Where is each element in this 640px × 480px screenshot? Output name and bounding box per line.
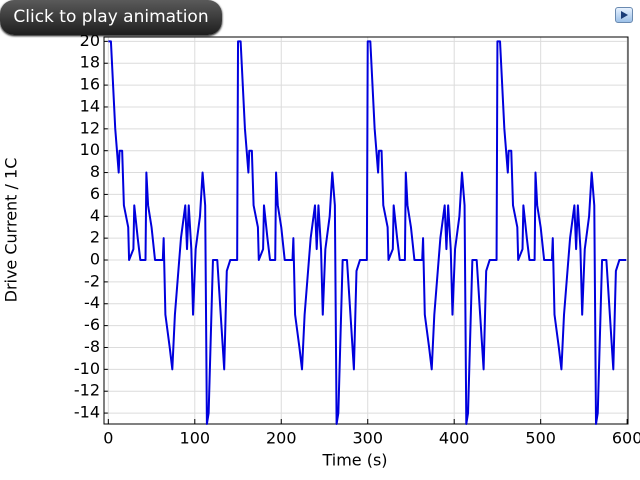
y-tick-label: -2 bbox=[84, 271, 100, 290]
y-tick-label: -8 bbox=[84, 337, 100, 356]
x-tick-label: 400 bbox=[439, 429, 470, 448]
data-line bbox=[108, 40, 627, 425]
y-tick-label: -6 bbox=[84, 315, 100, 334]
y-tick-label: 8 bbox=[90, 162, 100, 181]
x-tick-label: 300 bbox=[352, 429, 383, 448]
x-tick-label: 200 bbox=[266, 429, 297, 448]
y-tick-label: 20 bbox=[80, 31, 100, 50]
x-tick-label: 0 bbox=[103, 429, 113, 448]
y-tick-label: 4 bbox=[90, 206, 100, 225]
y-tick-label: 16 bbox=[80, 75, 100, 94]
y-tick-label: 6 bbox=[90, 184, 100, 203]
plot-frame bbox=[103, 36, 629, 425]
y-tick-label: 12 bbox=[80, 118, 100, 137]
x-axis-label: Time (s) bbox=[321, 451, 387, 470]
y-tick-label: 2 bbox=[90, 228, 100, 247]
y-tick-label: -14 bbox=[74, 403, 100, 422]
y-tick-label: 14 bbox=[80, 96, 100, 115]
export-icon[interactable] bbox=[615, 7, 633, 23]
play-animation-button[interactable]: Click to play animation bbox=[0, 0, 222, 35]
y-tick-label: -4 bbox=[84, 293, 100, 312]
y-axis-label: Drive Current / 1C bbox=[2, 158, 21, 303]
x-tick-label: 500 bbox=[525, 429, 556, 448]
x-tick-label: 600 bbox=[612, 429, 640, 448]
y-tick-label: 18 bbox=[80, 53, 100, 72]
y-tick-label: -10 bbox=[74, 359, 100, 378]
y-tick-label: -12 bbox=[74, 381, 100, 400]
x-tick-label: 100 bbox=[180, 429, 211, 448]
y-tick-label: 10 bbox=[80, 140, 100, 159]
y-tick-label: 0 bbox=[90, 250, 100, 269]
